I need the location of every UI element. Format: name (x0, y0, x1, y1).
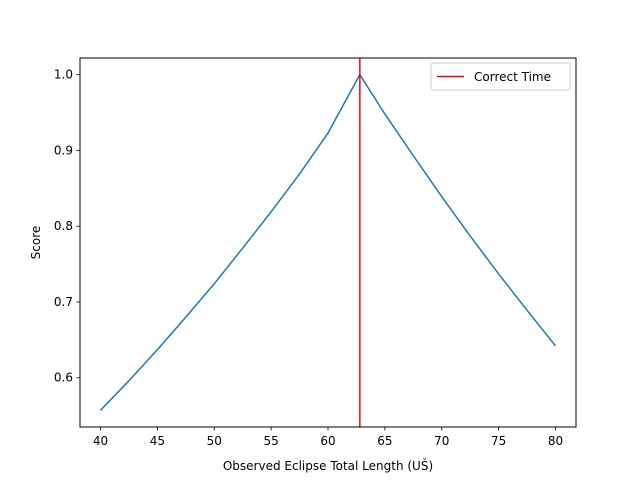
y-axis-label: Score (29, 226, 43, 260)
y-tick-label: 0.7 (54, 295, 73, 309)
legend: Correct Time (430, 62, 571, 91)
series-line-0 (99, 73, 557, 411)
plot-area (99, 58, 557, 427)
x-tick-label: 50 (207, 434, 222, 448)
y-tick-label: 0.9 (54, 143, 73, 157)
x-tick-label: 70 (434, 434, 449, 448)
y-tick-label: 0.8 (54, 219, 73, 233)
y-tick-label: 1.0 (54, 68, 73, 82)
legend-box (430, 62, 571, 91)
x-tick-label: 40 (93, 434, 108, 448)
x-tick-label: 55 (263, 434, 278, 448)
x-tick-label: 60 (320, 434, 335, 448)
legend-label-correct-time: Correct Time (474, 70, 551, 84)
x-axis: 40 45 50 55 60 65 70 75 80 (93, 427, 563, 448)
x-tick-label: 45 (150, 434, 165, 448)
x-tick-label: 65 (377, 434, 392, 448)
x-tick-label: 75 (491, 434, 506, 448)
y-axis: 0.6 0.7 0.8 0.9 1.0 (54, 68, 80, 385)
y-tick-label: 0.6 (54, 371, 73, 385)
x-axis-label: Observed Eclipse Total Length (UŠ) (223, 458, 433, 473)
x-tick-label: 80 (548, 434, 563, 448)
